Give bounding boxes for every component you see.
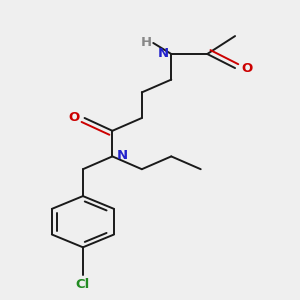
Text: O: O — [68, 112, 80, 124]
Text: Cl: Cl — [76, 278, 90, 290]
Text: O: O — [241, 61, 252, 75]
Text: N: N — [158, 47, 169, 61]
Text: N: N — [116, 148, 128, 162]
Text: H: H — [140, 37, 152, 50]
